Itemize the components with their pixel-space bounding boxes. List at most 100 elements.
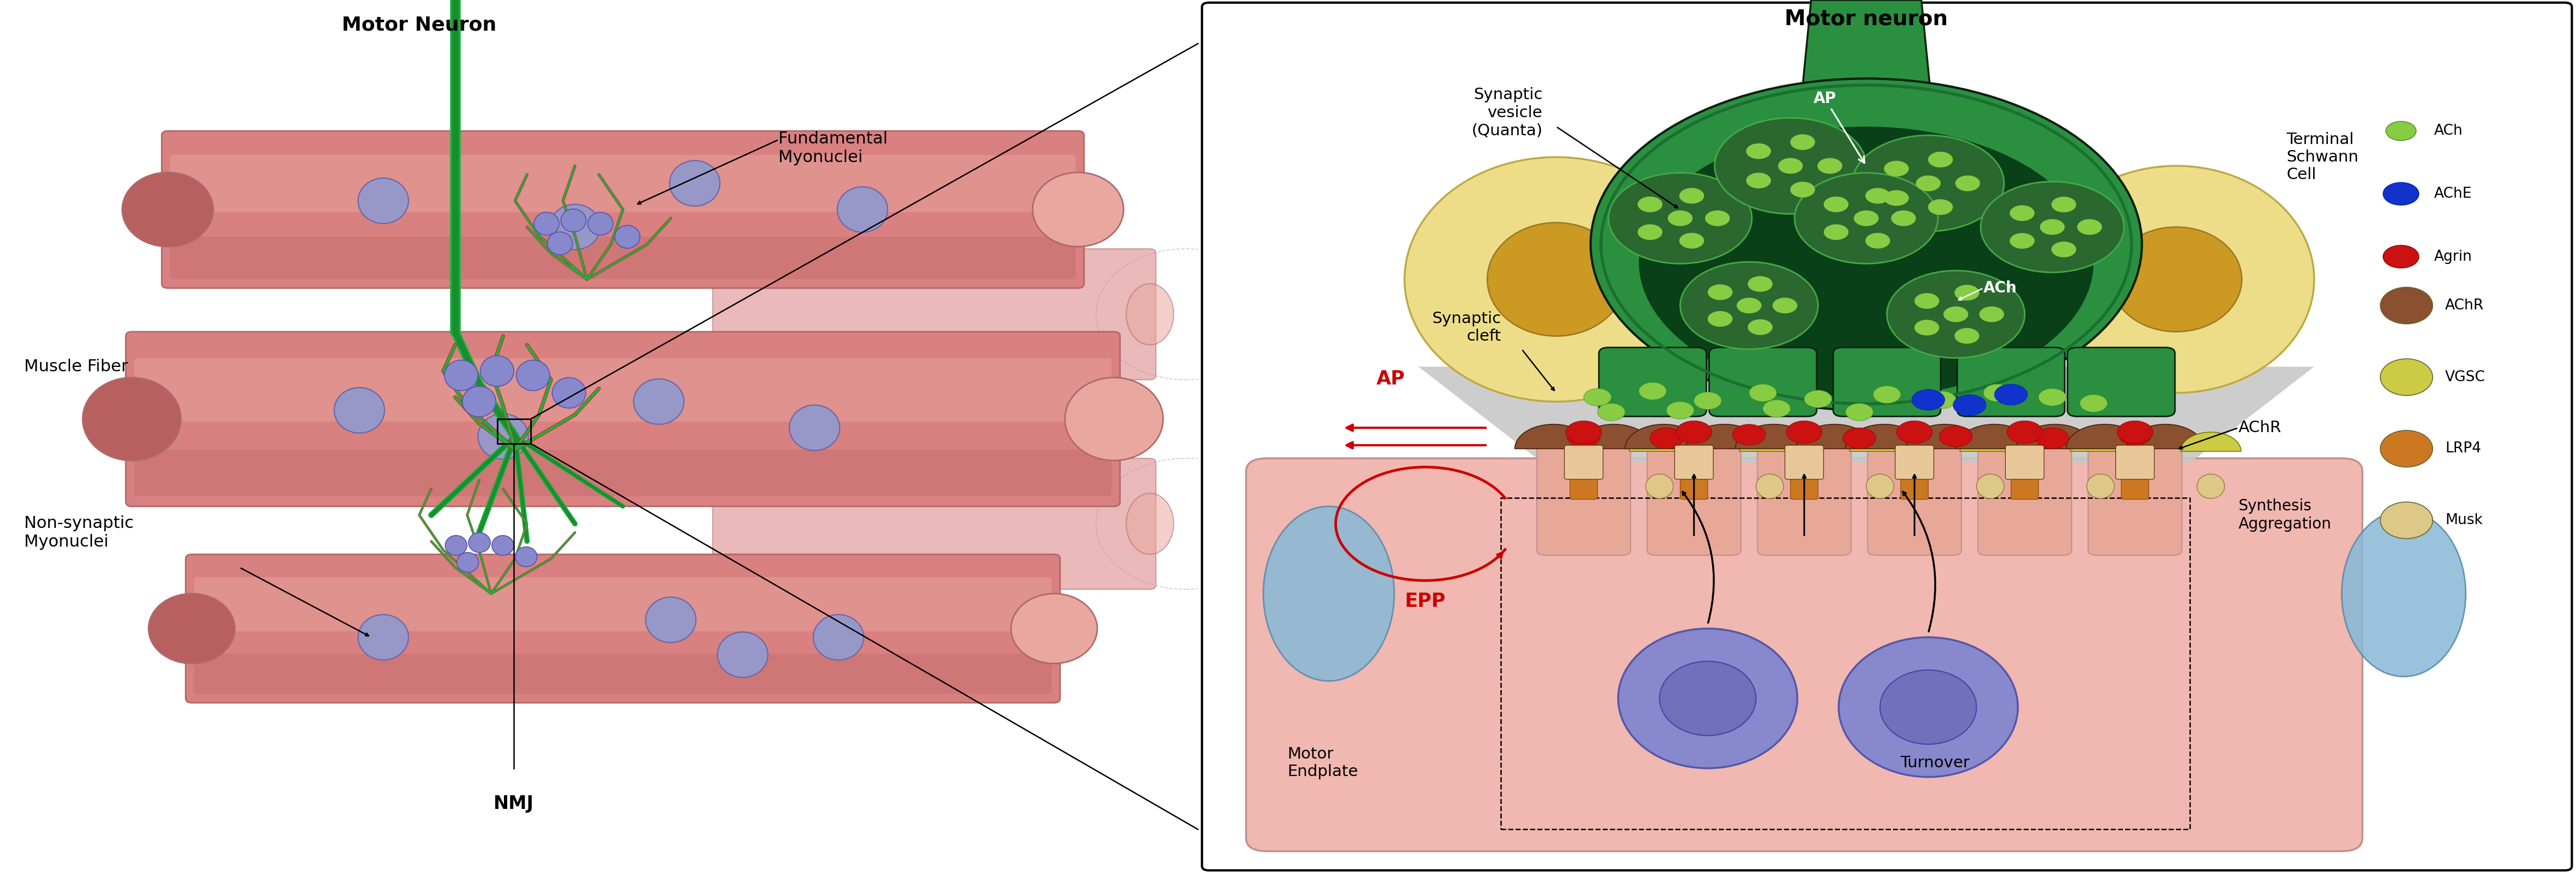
Ellipse shape [549, 204, 600, 250]
Bar [1502, 498, 2190, 829]
Ellipse shape [2342, 511, 2465, 677]
Ellipse shape [1010, 594, 1097, 663]
Circle shape [1695, 392, 1721, 409]
FancyBboxPatch shape [2069, 347, 2174, 416]
Text: Synaptic
vesicle
(Quanta): Synaptic vesicle (Quanta) [1471, 87, 1543, 138]
Circle shape [2383, 182, 2419, 205]
Circle shape [2117, 424, 2151, 445]
Text: Terminal
Schwann
Cell: Terminal Schwann Cell [2287, 132, 2360, 182]
FancyBboxPatch shape [1901, 474, 1929, 499]
Circle shape [1785, 421, 1821, 443]
Ellipse shape [2380, 287, 2432, 324]
Text: Motor neuron: Motor neuron [1785, 9, 1947, 30]
Circle shape [2038, 388, 2066, 406]
Circle shape [1984, 384, 2012, 402]
FancyBboxPatch shape [193, 577, 1051, 631]
Wedge shape [1628, 432, 1690, 451]
Circle shape [1607, 173, 1752, 264]
FancyBboxPatch shape [162, 131, 1084, 288]
FancyBboxPatch shape [170, 237, 1077, 279]
Wedge shape [2066, 424, 2143, 449]
Circle shape [2076, 219, 2102, 235]
Circle shape [1883, 190, 1909, 206]
Wedge shape [1850, 432, 1911, 451]
FancyBboxPatch shape [1978, 431, 2071, 555]
Circle shape [1566, 421, 1602, 443]
Text: NMJ: NMJ [495, 794, 533, 813]
Circle shape [1708, 311, 1734, 327]
Text: AChR: AChR [2445, 299, 2483, 313]
Ellipse shape [335, 388, 384, 433]
Circle shape [1978, 306, 2004, 322]
Polygon shape [1419, 367, 2313, 463]
Circle shape [2050, 196, 2076, 212]
Circle shape [1911, 389, 1945, 410]
Ellipse shape [2380, 359, 2432, 395]
Circle shape [1667, 210, 1692, 226]
Ellipse shape [456, 553, 479, 573]
Circle shape [1873, 386, 1901, 403]
FancyBboxPatch shape [193, 654, 1051, 694]
FancyBboxPatch shape [1868, 431, 1960, 555]
Circle shape [1716, 118, 1865, 214]
Wedge shape [1955, 424, 2032, 449]
FancyBboxPatch shape [134, 359, 1113, 422]
Ellipse shape [562, 209, 587, 232]
Circle shape [1940, 426, 1973, 447]
Ellipse shape [2110, 227, 2241, 332]
Circle shape [1747, 320, 1772, 335]
Circle shape [1927, 152, 1953, 168]
Text: AP: AP [1376, 370, 1404, 388]
Circle shape [1638, 224, 1662, 240]
Circle shape [1994, 384, 2027, 405]
Circle shape [1638, 382, 1667, 400]
Circle shape [1942, 306, 1968, 322]
FancyBboxPatch shape [2089, 431, 2182, 555]
Ellipse shape [358, 178, 410, 223]
FancyBboxPatch shape [714, 458, 1157, 589]
FancyBboxPatch shape [1680, 474, 1708, 499]
Circle shape [1790, 182, 1816, 197]
Circle shape [1865, 188, 1891, 203]
Ellipse shape [515, 361, 549, 391]
Text: AChR: AChR [2239, 420, 2282, 436]
Ellipse shape [788, 405, 840, 450]
Ellipse shape [2197, 474, 2226, 498]
FancyBboxPatch shape [2012, 474, 2038, 499]
Ellipse shape [1262, 506, 1394, 681]
Ellipse shape [616, 225, 639, 248]
Circle shape [1852, 135, 2004, 231]
Circle shape [1795, 173, 1937, 264]
FancyBboxPatch shape [1646, 431, 1741, 555]
FancyBboxPatch shape [134, 450, 1113, 496]
Circle shape [1790, 134, 1816, 150]
Circle shape [2040, 219, 2066, 235]
Ellipse shape [647, 597, 696, 643]
FancyBboxPatch shape [1757, 431, 1852, 555]
Ellipse shape [551, 377, 585, 409]
Circle shape [1803, 390, 1832, 408]
Text: Motor Neuron: Motor Neuron [343, 16, 497, 34]
Text: EPP: EPP [1404, 592, 1445, 610]
Text: ACh: ACh [1984, 280, 2017, 296]
Text: AP: AP [1814, 91, 1865, 163]
Circle shape [2009, 205, 2035, 221]
Ellipse shape [479, 414, 528, 459]
Circle shape [1762, 400, 1790, 417]
Ellipse shape [492, 535, 513, 555]
Circle shape [1747, 173, 1770, 189]
Text: Synthesis
Aggregation: Synthesis Aggregation [2239, 498, 2331, 532]
Circle shape [1883, 161, 1909, 176]
Circle shape [2009, 233, 2035, 249]
Text: Turnover: Turnover [1901, 755, 1971, 771]
Bar [497, 419, 531, 443]
FancyBboxPatch shape [185, 554, 1061, 703]
Circle shape [2007, 421, 2043, 443]
Circle shape [1667, 402, 1695, 419]
Ellipse shape [446, 361, 479, 391]
Circle shape [1914, 320, 1940, 335]
Ellipse shape [670, 161, 719, 206]
Ellipse shape [446, 535, 466, 555]
Circle shape [1981, 182, 2125, 272]
Ellipse shape [1865, 474, 1893, 498]
